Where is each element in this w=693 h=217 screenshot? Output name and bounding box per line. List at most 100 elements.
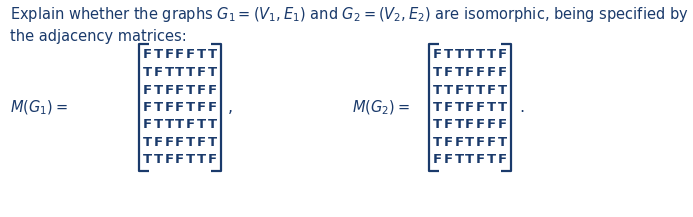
Text: T: T bbox=[476, 84, 485, 97]
Text: F: F bbox=[444, 66, 453, 79]
Text: T: T bbox=[197, 49, 206, 61]
Text: F: F bbox=[455, 136, 464, 149]
Text: F: F bbox=[175, 84, 184, 97]
Text: F: F bbox=[476, 153, 485, 166]
Text: T: T bbox=[465, 136, 475, 149]
Text: F: F bbox=[208, 153, 217, 166]
Text: F: F bbox=[208, 84, 217, 97]
Text: T: T bbox=[498, 136, 507, 149]
Text: T: T bbox=[164, 118, 173, 132]
Text: T: T bbox=[143, 136, 152, 149]
Text: T: T bbox=[444, 84, 453, 97]
Text: F: F bbox=[455, 84, 464, 97]
Text: F: F bbox=[487, 66, 496, 79]
Text: T: T bbox=[465, 153, 475, 166]
Text: F: F bbox=[444, 136, 453, 149]
Text: F: F bbox=[143, 49, 152, 61]
Text: T: T bbox=[208, 66, 217, 79]
Text: F: F bbox=[154, 136, 163, 149]
Text: F: F bbox=[197, 66, 206, 79]
Text: F: F bbox=[164, 136, 173, 149]
Text: T: T bbox=[487, 49, 496, 61]
Text: F: F bbox=[476, 136, 485, 149]
Text: T: T bbox=[433, 118, 442, 132]
Text: T: T bbox=[208, 136, 217, 149]
Text: T: T bbox=[433, 136, 442, 149]
Text: F: F bbox=[197, 136, 206, 149]
Text: F: F bbox=[143, 118, 152, 132]
Text: T: T bbox=[175, 66, 184, 79]
Text: T: T bbox=[487, 101, 496, 114]
Text: F: F bbox=[444, 118, 453, 132]
Text: T: T bbox=[197, 118, 206, 132]
Text: T: T bbox=[455, 118, 464, 132]
Text: F: F bbox=[197, 101, 206, 114]
Text: F: F bbox=[498, 49, 507, 61]
Text: T: T bbox=[433, 101, 442, 114]
Text: T: T bbox=[186, 136, 195, 149]
Text: T: T bbox=[444, 49, 453, 61]
Text: .: . bbox=[520, 100, 525, 115]
Text: T: T bbox=[186, 153, 195, 166]
Text: F: F bbox=[487, 136, 496, 149]
Text: T: T bbox=[498, 101, 507, 114]
Text: T: T bbox=[164, 66, 173, 79]
Text: T: T bbox=[154, 49, 163, 61]
Text: T: T bbox=[487, 153, 496, 166]
Text: F: F bbox=[143, 84, 152, 97]
Text: F: F bbox=[143, 101, 152, 114]
Text: F: F bbox=[498, 153, 507, 166]
Text: T: T bbox=[186, 66, 195, 79]
Text: T: T bbox=[433, 84, 442, 97]
Text: F: F bbox=[208, 101, 217, 114]
Text: F: F bbox=[465, 118, 475, 132]
Text: F: F bbox=[197, 84, 206, 97]
Text: T: T bbox=[208, 118, 217, 132]
Text: T: T bbox=[197, 153, 206, 166]
Text: F: F bbox=[465, 66, 475, 79]
Text: F: F bbox=[498, 66, 507, 79]
Text: F: F bbox=[186, 118, 195, 132]
Text: F: F bbox=[487, 118, 496, 132]
Text: T: T bbox=[455, 101, 464, 114]
Text: T: T bbox=[208, 49, 217, 61]
Text: F: F bbox=[433, 153, 442, 166]
Text: T: T bbox=[154, 153, 163, 166]
Text: F: F bbox=[164, 101, 173, 114]
Text: F: F bbox=[444, 101, 453, 114]
Text: Explain whether the graphs $G_1 = (V_1, E_1)$ and $G_2 = (V_2, E_2)$ are isomorp: Explain whether the graphs $G_1 = (V_1, … bbox=[10, 5, 689, 24]
Text: T: T bbox=[186, 101, 195, 114]
Text: F: F bbox=[175, 49, 184, 61]
Text: ,: , bbox=[227, 100, 233, 115]
Text: F: F bbox=[465, 101, 475, 114]
Text: F: F bbox=[164, 84, 173, 97]
Text: F: F bbox=[498, 118, 507, 132]
Text: T: T bbox=[455, 49, 464, 61]
Text: T: T bbox=[433, 66, 442, 79]
Text: T: T bbox=[143, 153, 152, 166]
Text: F: F bbox=[186, 49, 195, 61]
Text: F: F bbox=[476, 118, 485, 132]
Text: F: F bbox=[444, 153, 453, 166]
Text: T: T bbox=[154, 118, 163, 132]
Text: F: F bbox=[476, 101, 485, 114]
Text: T: T bbox=[154, 84, 163, 97]
Text: T: T bbox=[175, 118, 184, 132]
Text: T: T bbox=[186, 84, 195, 97]
Text: T: T bbox=[455, 153, 464, 166]
Text: T: T bbox=[154, 101, 163, 114]
Text: T: T bbox=[465, 49, 475, 61]
Text: F: F bbox=[476, 66, 485, 79]
Text: F: F bbox=[175, 136, 184, 149]
Text: F: F bbox=[154, 66, 163, 79]
Text: T: T bbox=[465, 84, 475, 97]
Text: F: F bbox=[164, 153, 173, 166]
Text: F: F bbox=[433, 49, 442, 61]
Text: $M(G_1) =$: $M(G_1) =$ bbox=[10, 98, 68, 117]
Text: F: F bbox=[487, 84, 496, 97]
Text: T: T bbox=[143, 66, 152, 79]
Text: T: T bbox=[498, 84, 507, 97]
Text: T: T bbox=[455, 66, 464, 79]
Text: F: F bbox=[164, 49, 173, 61]
Text: F: F bbox=[175, 101, 184, 114]
